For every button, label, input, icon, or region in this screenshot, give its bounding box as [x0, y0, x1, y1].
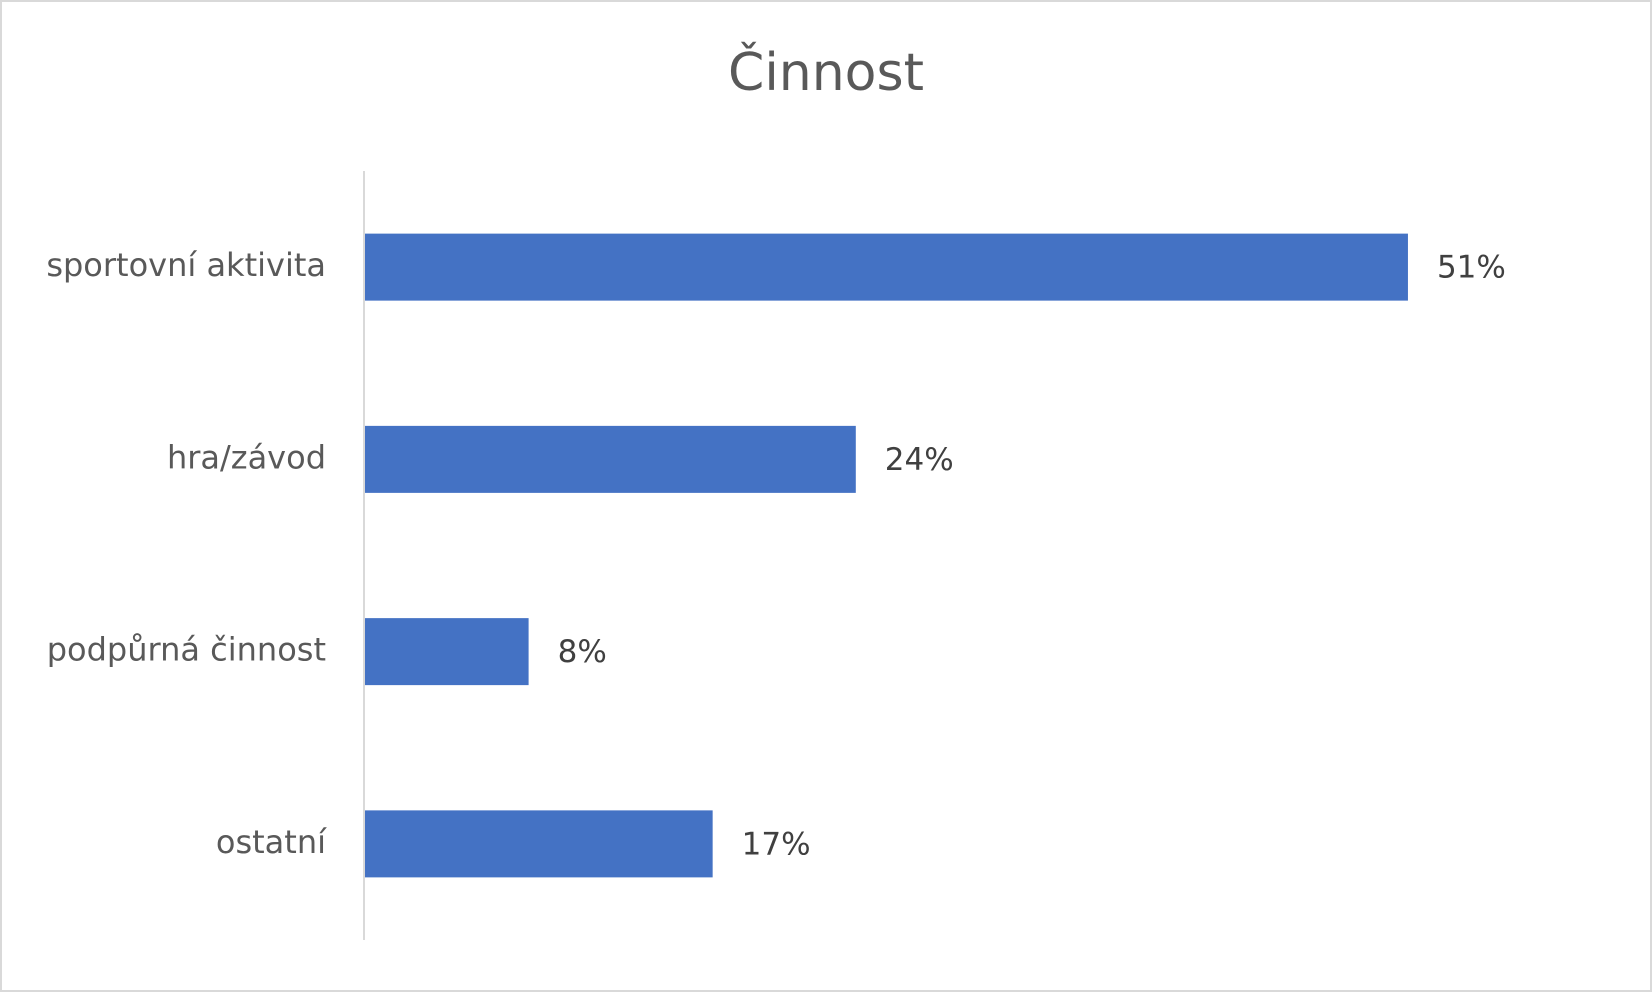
y-tick-label: sportovní aktivita [46, 246, 326, 284]
y-tick-label: hra/závod [167, 438, 326, 476]
value-label: 17% [742, 826, 811, 862]
bar [365, 233, 1408, 301]
y-tick-label: ostatní [216, 823, 327, 861]
chart-title: Činnost [728, 41, 924, 103]
bar [365, 618, 529, 686]
value-label: 24% [885, 442, 954, 478]
bar [365, 810, 713, 878]
value-label: 51% [1437, 250, 1506, 286]
bar [365, 425, 856, 493]
y-tick-label: podpůrná činnost [47, 631, 326, 669]
value-label: 8% [558, 634, 607, 670]
